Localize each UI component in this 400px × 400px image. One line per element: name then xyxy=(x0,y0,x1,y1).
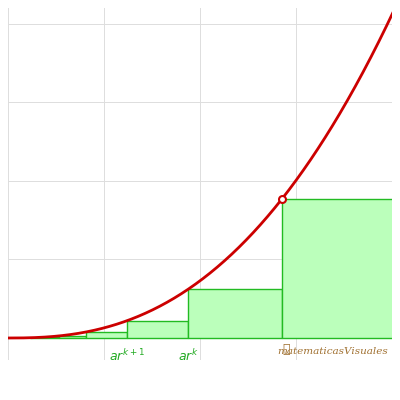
Text: matematicasVisuales: matematicasVisuales xyxy=(278,348,388,356)
Text: Ⓜ: Ⓜ xyxy=(283,344,290,356)
Bar xyxy=(127,321,188,338)
Bar xyxy=(42,337,59,338)
Bar xyxy=(188,289,282,338)
Text: $ar^{k+1}$: $ar^{k+1}$ xyxy=(109,348,145,364)
Text: $ar^{k}$: $ar^{k}$ xyxy=(178,348,199,364)
Bar xyxy=(86,332,127,338)
Bar xyxy=(282,199,400,338)
Bar xyxy=(59,336,86,338)
